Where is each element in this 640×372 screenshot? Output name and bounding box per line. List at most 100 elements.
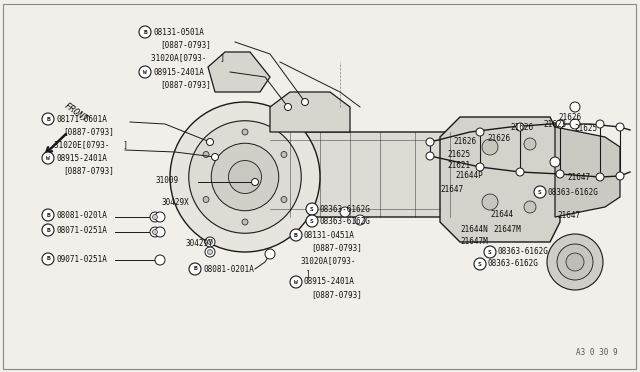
Text: B: B	[46, 212, 50, 218]
Text: [0887-0793]: [0887-0793]	[311, 244, 362, 253]
Circle shape	[139, 26, 151, 38]
Circle shape	[139, 66, 151, 78]
Text: 21644: 21644	[490, 209, 513, 218]
Circle shape	[42, 224, 54, 236]
Circle shape	[524, 138, 536, 150]
Text: 09071-0251A: 09071-0251A	[56, 254, 107, 263]
Text: 08915-2401A: 08915-2401A	[304, 278, 355, 286]
Text: 21626: 21626	[453, 137, 476, 145]
Circle shape	[616, 123, 624, 131]
Circle shape	[265, 249, 275, 259]
Circle shape	[306, 203, 318, 215]
Text: 31020A[0793-: 31020A[0793-	[301, 257, 356, 266]
Polygon shape	[240, 132, 470, 217]
Circle shape	[426, 138, 434, 146]
Text: 21647: 21647	[440, 185, 463, 193]
Text: 08071-0251A: 08071-0251A	[56, 225, 107, 234]
Circle shape	[207, 138, 214, 145]
Circle shape	[207, 240, 212, 244]
Circle shape	[170, 102, 320, 252]
Circle shape	[228, 160, 262, 193]
Circle shape	[211, 143, 279, 211]
Circle shape	[570, 119, 580, 129]
Text: 08131-0451A: 08131-0451A	[304, 231, 355, 240]
Circle shape	[42, 152, 54, 164]
Text: 21626: 21626	[487, 134, 510, 142]
Text: S: S	[310, 218, 314, 224]
Text: 08915-2401A: 08915-2401A	[153, 67, 204, 77]
Text: 08081-0201A: 08081-0201A	[203, 264, 254, 273]
Circle shape	[42, 113, 54, 125]
Text: 08171-0601A: 08171-0601A	[56, 115, 107, 124]
Text: 08363-6162G: 08363-6162G	[498, 247, 549, 257]
Text: [0887-0793]: [0887-0793]	[311, 291, 362, 299]
Circle shape	[281, 151, 287, 157]
Text: B: B	[46, 228, 50, 232]
Polygon shape	[208, 52, 270, 92]
Text: 21626: 21626	[558, 112, 581, 122]
Circle shape	[152, 230, 157, 234]
Circle shape	[340, 207, 350, 217]
Text: B: B	[143, 29, 147, 35]
Circle shape	[550, 157, 560, 167]
Text: 21647M: 21647M	[493, 224, 521, 234]
Text: 21625: 21625	[574, 124, 597, 132]
Circle shape	[203, 196, 209, 202]
Circle shape	[516, 168, 524, 176]
Text: S: S	[310, 206, 314, 212]
Circle shape	[482, 139, 498, 155]
Circle shape	[616, 172, 624, 180]
Circle shape	[155, 212, 165, 222]
Circle shape	[516, 123, 524, 131]
Circle shape	[189, 121, 301, 233]
Circle shape	[355, 215, 365, 225]
Text: 31020E[0793-   ]: 31020E[0793- ]	[54, 141, 128, 150]
Circle shape	[155, 227, 165, 237]
Circle shape	[426, 152, 434, 160]
Text: 08363-6162G: 08363-6162G	[320, 217, 371, 225]
Text: B: B	[193, 266, 197, 272]
Text: 08081-020lA: 08081-020lA	[56, 211, 107, 219]
Text: B: B	[294, 232, 298, 237]
Text: 21647M: 21647M	[460, 237, 488, 246]
Circle shape	[524, 201, 536, 213]
Circle shape	[290, 276, 302, 288]
Circle shape	[42, 209, 54, 221]
Text: S: S	[538, 189, 542, 195]
Text: 30429X: 30429X	[162, 198, 189, 206]
Text: 31020A[0793-   ]: 31020A[0793- ]	[151, 54, 225, 62]
Circle shape	[150, 212, 160, 222]
Text: 08915-2401A: 08915-2401A	[56, 154, 107, 163]
Text: S: S	[488, 250, 492, 254]
Circle shape	[476, 128, 484, 136]
Text: 21623: 21623	[543, 119, 566, 128]
Circle shape	[547, 234, 603, 290]
Text: W: W	[46, 155, 50, 160]
Circle shape	[556, 120, 564, 128]
Text: [0887-0793]: [0887-0793]	[63, 128, 114, 137]
Circle shape	[42, 253, 54, 265]
Circle shape	[155, 255, 165, 265]
Polygon shape	[555, 127, 620, 217]
Circle shape	[252, 179, 259, 186]
Circle shape	[534, 186, 546, 198]
Circle shape	[150, 227, 160, 237]
Circle shape	[570, 102, 580, 112]
Circle shape	[484, 246, 496, 258]
Circle shape	[476, 163, 484, 171]
Text: 08363-6162G: 08363-6162G	[320, 205, 371, 214]
Text: 30429Y: 30429Y	[185, 240, 212, 248]
Text: 08363-6162G: 08363-6162G	[548, 187, 599, 196]
Text: B: B	[46, 116, 50, 122]
Text: 21621: 21621	[447, 160, 470, 170]
Text: 21644P: 21644P	[455, 170, 483, 180]
Text: B: B	[46, 257, 50, 262]
Text: [0887-0793]: [0887-0793]	[63, 167, 114, 176]
Circle shape	[482, 194, 498, 210]
Text: W: W	[294, 279, 298, 285]
Text: ]: ]	[306, 269, 310, 279]
Text: 21644N: 21644N	[460, 224, 488, 234]
Circle shape	[566, 253, 584, 271]
Circle shape	[556, 170, 564, 178]
Text: 21647: 21647	[567, 173, 590, 182]
